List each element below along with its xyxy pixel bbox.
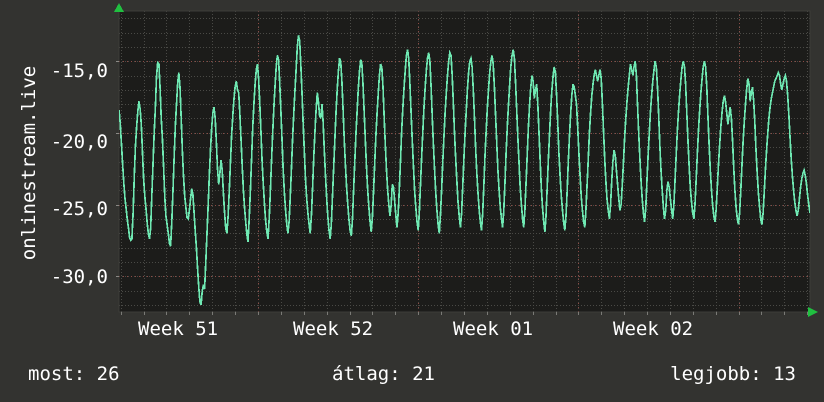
- x-tick-label: Week 51: [138, 318, 219, 340]
- x-tick-label: Week 02: [613, 318, 694, 340]
- legend-best-label: legjobb:: [670, 363, 762, 385]
- y-tick-label: -25,0: [50, 198, 108, 220]
- legend-average-value: 21: [412, 363, 435, 385]
- triangle-up-icon: [114, 3, 124, 12]
- axis-tick-marks: [116, 61, 808, 315]
- legend-most-value: 26: [96, 363, 120, 385]
- legend-average-label: átlag:: [332, 363, 401, 385]
- x-tick-label: Week 52: [293, 318, 374, 340]
- y-tick-label: -30,0: [50, 266, 108, 288]
- legend-best-value: 13: [773, 363, 796, 385]
- y-tick-label: -15,0: [50, 60, 108, 82]
- legend-best: legjobb: 13: [670, 363, 796, 385]
- chart-legend: most: 26 átlag: 21 legjobb: 13: [0, 355, 824, 395]
- data-line-series: [119, 35, 810, 306]
- triangle-right-icon: [808, 307, 818, 317]
- legend-most-label: most:: [28, 363, 86, 385]
- x-tick-label: Week 01: [453, 318, 534, 340]
- y-axis-tick-labels: -15,0 -20,0 -25,0 -30,0: [0, 0, 108, 330]
- legend-most: most: 26: [28, 363, 120, 385]
- legend-average: átlag: 21: [332, 363, 435, 385]
- y-tick-label: -20,0: [50, 131, 108, 153]
